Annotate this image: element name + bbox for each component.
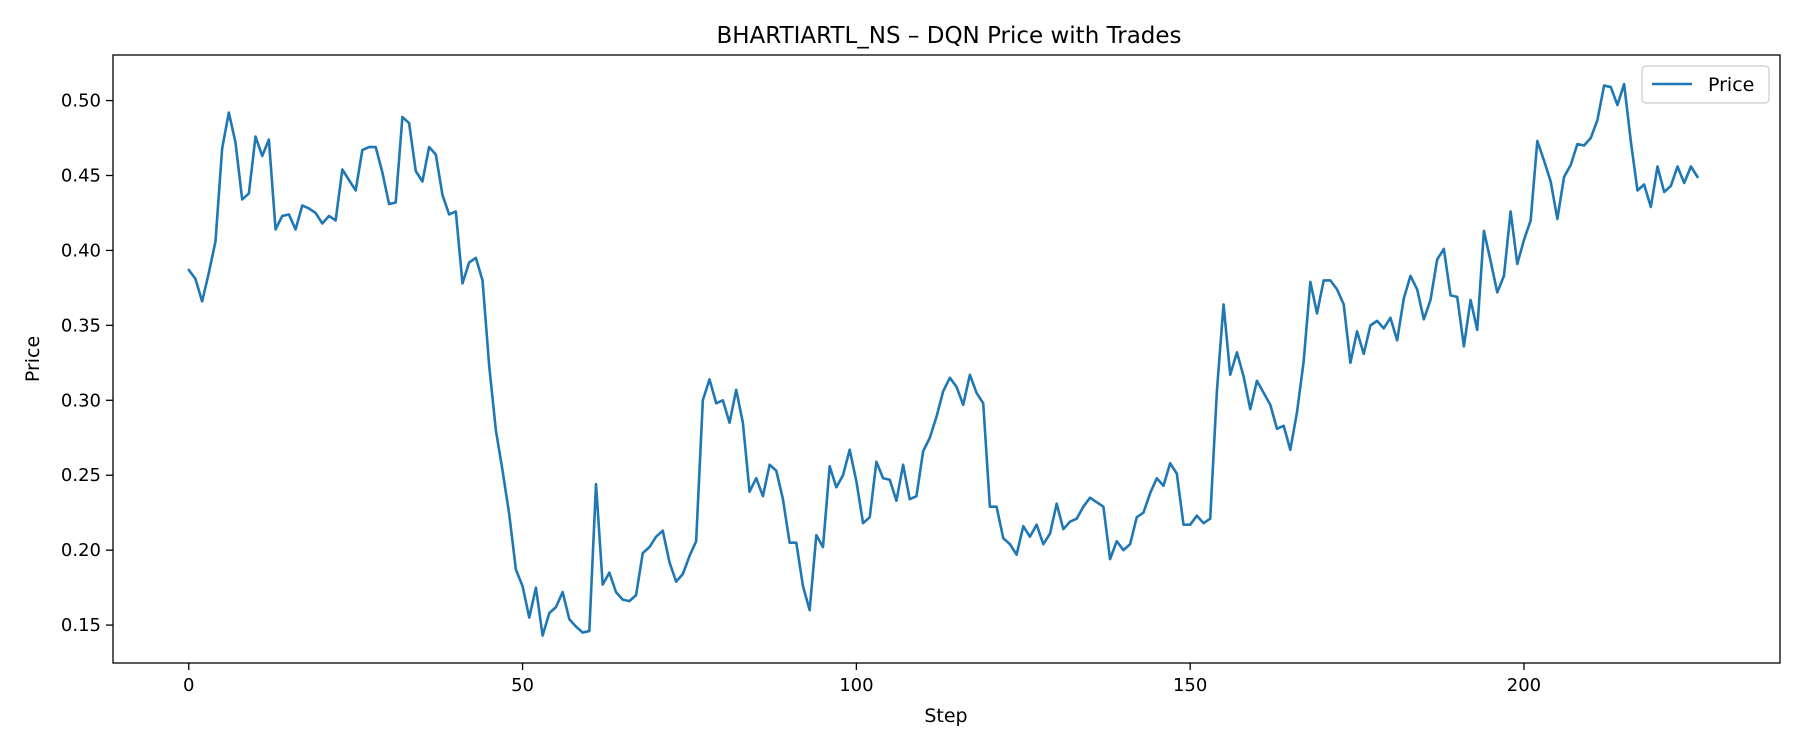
y-tick-label: 0.25 [61, 465, 101, 486]
y-tick-label: 0.50 [61, 91, 101, 112]
x-tick-label: 0 [183, 675, 194, 696]
x-ticks: 0 50 100 150 200 [183, 663, 1541, 696]
legend-box [1641, 65, 1770, 104]
plot-series [187, 82, 1699, 637]
x-tick-label: 150 [1173, 675, 1207, 696]
y-tick-label: 0.40 [61, 240, 101, 261]
x-tick-label: 200 [1507, 675, 1541, 696]
chart-title: BHARTIARTL_NS – DQN Price with Trades [716, 23, 1181, 49]
plot-frame [112, 54, 1781, 664]
x-tick-label: 100 [839, 675, 873, 696]
y-tick-label: 0.15 [61, 615, 101, 636]
x-axis-title: Step [924, 705, 967, 727]
x-tick-label: 50 [511, 675, 534, 696]
y-tick-label: 0.30 [61, 390, 101, 411]
y-ticks: 0.15 0.20 0.25 0.30 0.35 0.40 0.45 0.50 [61, 91, 113, 636]
price-series-line [187, 82, 1699, 637]
y-tick-label: 0.45 [61, 165, 101, 186]
y-tick-label: 0.35 [61, 315, 101, 336]
y-axis-title: Price [22, 336, 44, 382]
legend: Price [1641, 65, 1770, 104]
legend-series-label: Price [1708, 74, 1754, 96]
y-tick-label: 0.20 [61, 540, 101, 561]
